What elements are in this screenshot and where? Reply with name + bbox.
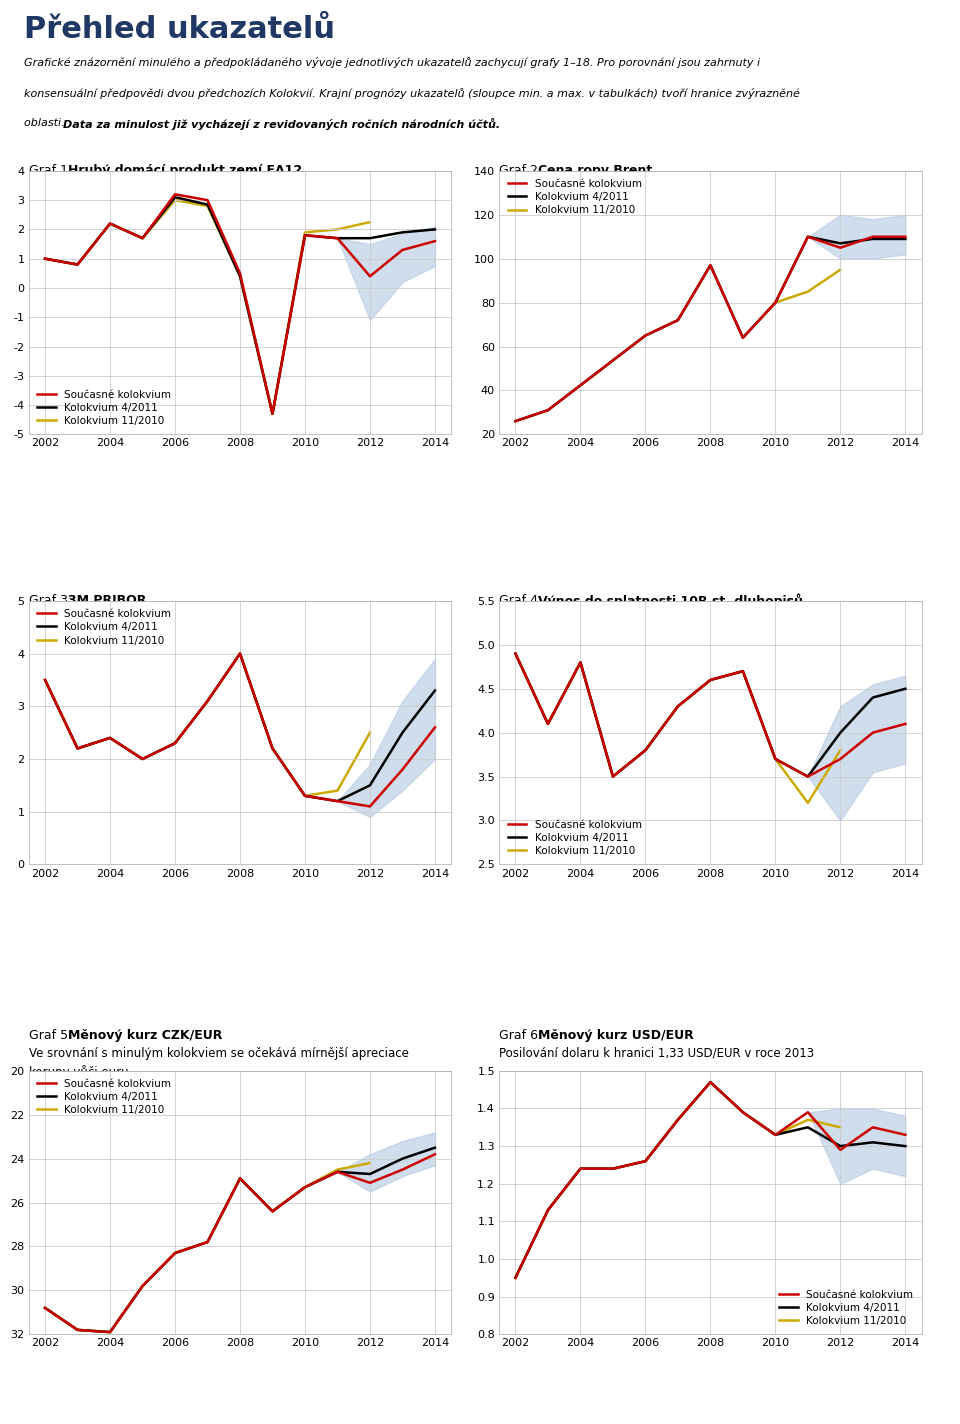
Text: Graf 6:: Graf 6: [499, 1028, 546, 1042]
Text: průměr v %: průměr v % [29, 621, 98, 635]
Text: Posilování dolaru k hranici 1,33 USD/EUR v roce 2013: Posilování dolaru k hranici 1,33 USD/EUR… [499, 1047, 814, 1059]
Text: Oproti minulému kolokviu zhoršení růstových vyhlídek.
Předpokládané zpomalení rů: Oproti minulému kolokviu zhoršení růstov… [29, 206, 438, 239]
Legend: Současné kolokvium, Kolokvium 4/2011, Kolokvium 11/2010: Současné kolokvium, Kolokvium 4/2011, Ko… [504, 816, 645, 859]
Text: Přehled ukazatelů: Přehled ukazatelů [24, 14, 335, 44]
Text: konsensuální předpovědi dvou předchozích Kolokvií. Krajní prognózy ukazatelů (sl: konsensuální předpovědi dvou předchozích… [24, 87, 800, 98]
Text: 3M PRIBOR: 3M PRIBOR [67, 594, 146, 608]
Text: Grafické znázornění minulého a předpokládaného vývoje jednotlivých ukazatelů zac: Grafické znázornění minulého a předpoklá… [24, 57, 760, 68]
Text: Měnový kurz USD/EUR: Měnový kurz USD/EUR [538, 1028, 694, 1042]
Text: Ve srovnání s minulým kolokviem se očekává mírnější apreciace
koruny vůči euru: Ve srovnání s minulým kolokviem se očeká… [29, 1047, 409, 1079]
Text: Data za minulost již vycházejí z revidovaných ročních národních účtů.: Data za minulost již vycházejí z revidov… [63, 118, 500, 130]
Text: Graf 4:: Graf 4: [499, 594, 546, 608]
Text: reálný růst v %: reálný růst v % [29, 191, 118, 205]
Text: Graf 3:: Graf 3: [29, 594, 76, 608]
Text: v USD/barel: v USD/barel [499, 191, 569, 205]
Text: Výnos do splatnosti 10R st. dluhopisů: Výnos do splatnosti 10R st. dluhopisů [538, 594, 803, 608]
Text: Graf 2:: Graf 2: [499, 164, 546, 178]
Text: v %: v % [499, 621, 521, 635]
Text: Ve srovnání s minulým kolokviem se očekává pozdější a méně
výrazné zvyšování saz: Ve srovnání s minulým kolokviem se očeká… [29, 637, 397, 671]
Text: Měnový kurz CZK/EUR: Měnový kurz CZK/EUR [67, 1028, 222, 1042]
Legend: Současné kolokvium, Kolokvium 4/2011, Kolokvium 11/2010: Současné kolokvium, Kolokvium 4/2011, Ko… [34, 386, 175, 429]
Text: Hrubý domácí produkt zemí EA12: Hrubý domácí produkt zemí EA12 [67, 164, 301, 178]
Legend: Současné kolokvium, Kolokvium 4/2011, Kolokvium 11/2010: Současné kolokvium, Kolokvium 4/2011, Ko… [504, 177, 645, 219]
Legend: Současné kolokvium, Kolokvium 4/2011, Kolokvium 11/2010: Současné kolokvium, Kolokvium 4/2011, Ko… [34, 1077, 175, 1119]
Text: Graf 5:: Graf 5: [29, 1028, 76, 1042]
Text: Cena ropy Brent: Cena ropy Brent [538, 164, 652, 178]
Text: Ceny ropy okolo 110 USD/barel: Ceny ropy okolo 110 USD/barel [499, 206, 684, 219]
Text: Graf 1:: Graf 1: [29, 164, 76, 178]
Text: Dlouhodobé úrokové sazby by neměly přesáhnout 4 %.
Oproti minulému kolokviu výra: Dlouhodobé úrokové sazby by neměly přesá… [499, 637, 855, 669]
Legend: Současné kolokvium, Kolokvium 4/2011, Kolokvium 11/2010: Současné kolokvium, Kolokvium 4/2011, Ko… [34, 607, 175, 649]
Text: oblasti.: oblasti. [24, 118, 68, 128]
Legend: Současné kolokvium, Kolokvium 4/2011, Kolokvium 11/2010: Současné kolokvium, Kolokvium 4/2011, Ko… [776, 1286, 917, 1329]
